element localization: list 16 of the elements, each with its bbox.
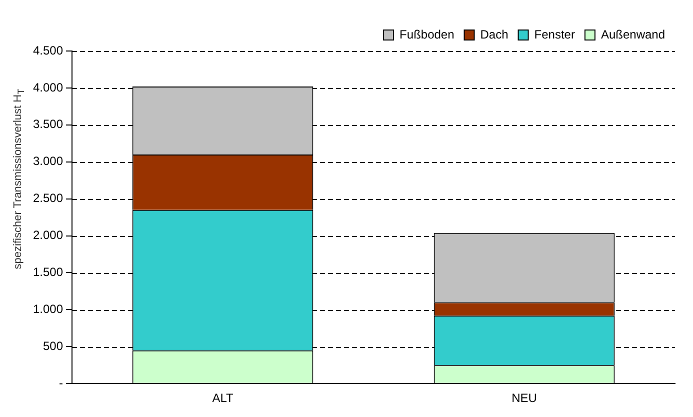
y-tick-label: 1.500	[33, 264, 64, 279]
y-tick-label: 2.500	[33, 190, 64, 205]
y-tick-label: 4.000	[33, 80, 64, 94]
legend-label: Fußboden	[400, 26, 454, 41]
x-tick-label: ALT	[212, 390, 234, 405]
legend-label: Dach	[480, 26, 508, 41]
y-tick-label: 3.500	[33, 116, 64, 131]
legend-label: Fenster	[534, 26, 575, 41]
legend-label: Außenwand	[600, 26, 666, 41]
y-tick-label: -	[59, 375, 64, 390]
y-tick-label: 500	[43, 338, 64, 352]
y-tick-label: 2.000	[33, 228, 64, 242]
x-tick-label: NEU	[512, 390, 537, 405]
y-tick-label: 3.000	[33, 154, 64, 168]
y-tick-label: 4.500	[33, 42, 64, 57]
y-tick-label: 1.000	[33, 302, 64, 316]
